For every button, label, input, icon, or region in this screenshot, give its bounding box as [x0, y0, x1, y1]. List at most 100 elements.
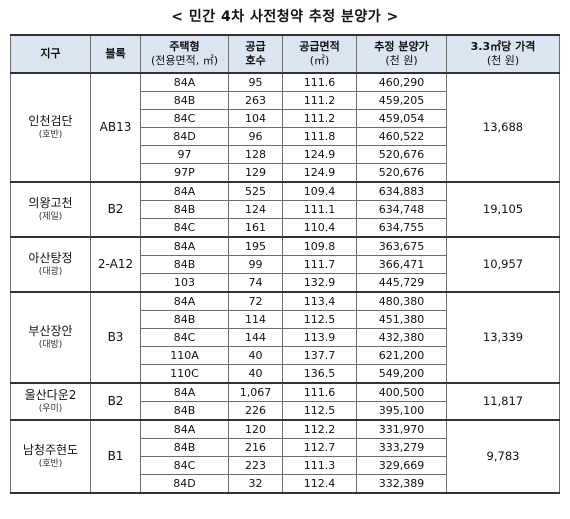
block-cell: AB13 [90, 72, 141, 183]
block-cell: B3 [90, 291, 141, 384]
price-per-33-cell: 11,817 [446, 382, 560, 421]
table-row: 울산다운2 (우미) B2 84A 1,067 111.6 400,500 11,817 [10, 382, 560, 421]
units-cell: 40 [228, 364, 283, 384]
price-cell: 460,290 [356, 72, 447, 92]
area-cell: 109.8 [282, 236, 357, 256]
area-cell: 112.7 [282, 438, 357, 457]
type-cell: 84B [140, 401, 229, 421]
type-cell: 84C [140, 328, 229, 347]
type-cell: 84A [140, 236, 229, 256]
price-cell: 634,748 [356, 200, 447, 219]
district-name: 남청주현도 [22, 443, 79, 457]
table-row: 84B 99 111.7 366,471 [11, 255, 560, 274]
area-cell: 111.2 [282, 109, 357, 128]
units-cell: 32 [228, 474, 283, 494]
units-cell: 226 [228, 401, 283, 421]
price-table: 지구 블록 주택형 (전용면적, ㎡) 공급 호수 공급면적 (㎡) 추정 분양… [10, 34, 560, 494]
table-row: 84D 96 111.8 460,522 [11, 127, 560, 146]
table-row: 84B 114 112.5 451,380 [11, 310, 560, 329]
price-cell: 331,970 [356, 419, 447, 439]
table-row: 110C 40 136.5 549,200 [11, 364, 560, 384]
table-row: 부산장안 (대방) B3 84A 72 113.4 480,380 13,339 [10, 291, 560, 384]
price-cell: 634,755 [356, 218, 447, 238]
type-cell: 84C [140, 109, 229, 128]
table-row: 97P 129 124.9 520,676 [11, 163, 560, 183]
area-cell: 132.9 [282, 273, 357, 293]
district-name: 부산장안 [28, 324, 73, 338]
price-cell: 400,500 [356, 382, 447, 402]
table-row: 84C 223 111.3 329,669 [11, 456, 560, 475]
area-cell: 112.5 [282, 401, 357, 421]
district-name: 아산탕정 [28, 251, 73, 265]
table-row: 84B 124 111.1 634,748 [11, 200, 560, 219]
district-cell: 아산탕정 (대광) [10, 236, 91, 293]
header-price-per-33: 3.3㎡당 가격 (천 원) [446, 34, 560, 74]
type-cell: 84B [140, 91, 229, 110]
price-cell: 445,729 [356, 273, 447, 293]
table-row: 110A 40 137.7 621,200 [11, 346, 560, 365]
price-cell: 329,669 [356, 456, 447, 475]
block-cell: 2-A12 [90, 236, 141, 293]
builder-name: (대방) [38, 340, 63, 350]
type-cell: 84A [140, 72, 229, 92]
price-per-33-cell: 9,783 [446, 419, 560, 494]
units-cell: 120 [228, 419, 283, 439]
table-row: 84B 216 112.7 333,279 [11, 438, 560, 457]
area-cell: 113.9 [282, 328, 357, 347]
type-cell: 84C [140, 218, 229, 238]
price-cell: 432,380 [356, 328, 447, 347]
builder-name: (호반) [38, 459, 63, 469]
area-cell: 111.7 [282, 255, 357, 274]
units-cell: 161 [228, 218, 283, 238]
table-row: 인천검단 (호반) AB13 84A 95 111.6 460,290 13,688 [10, 72, 560, 183]
area-cell: 112.2 [282, 419, 357, 439]
type-cell: 110C [140, 364, 229, 384]
units-cell: 72 [228, 291, 283, 311]
block-cell: B2 [90, 181, 141, 238]
district-cell: 인천검단 (호반) [10, 72, 91, 183]
builder-name: (우미) [38, 404, 63, 414]
price-per-33-cell: 13,688 [446, 72, 560, 183]
price-cell: 634,883 [356, 181, 447, 201]
header-type: 주택형 (전용면적, ㎡) [140, 34, 229, 74]
table-row: 84D 32 112.4 332,389 [11, 474, 560, 494]
price-per-33-cell: 19,105 [446, 181, 560, 238]
price-cell: 395,100 [356, 401, 447, 421]
units-cell: 144 [228, 328, 283, 347]
type-cell: 110A [140, 346, 229, 365]
type-cell: 84A [140, 419, 229, 439]
units-cell: 96 [228, 127, 283, 146]
table-row: 84C 161 110.4 634,755 [11, 218, 560, 238]
area-cell: 111.8 [282, 127, 357, 146]
page-title: < 민간 4차 사전청약 추정 분양가 > [171, 9, 399, 25]
type-cell: 84A [140, 382, 229, 402]
type-cell: 97 [140, 145, 229, 164]
price-cell: 332,389 [356, 474, 447, 494]
table-row: 103 74 132.9 445,729 [11, 273, 560, 293]
area-cell: 111.6 [282, 382, 357, 402]
type-cell: 84B [140, 310, 229, 329]
district-name: 울산다운2 [24, 388, 77, 402]
builder-name: (호반) [38, 130, 63, 140]
type-cell: 84C [140, 456, 229, 475]
price-cell: 366,471 [356, 255, 447, 274]
table-row: 남청주현도 (호반) B1 84A 120 112.2 331,970 9,783 [10, 419, 560, 494]
units-cell: 114 [228, 310, 283, 329]
price-cell: 460,522 [356, 127, 447, 146]
price-per-33-cell: 13,339 [446, 291, 560, 384]
table-row: 의왕고천 (제일) B2 84A 525 109.4 634,883 19,105 [10, 181, 560, 238]
type-cell: 84A [140, 181, 229, 201]
type-cell: 103 [140, 273, 229, 293]
price-cell: 549,200 [356, 364, 447, 384]
type-cell: 84B [140, 438, 229, 457]
district-cell: 울산다운2 (우미) [10, 382, 91, 421]
type-cell: 84D [140, 127, 229, 146]
price-per-33-cell: 10,957 [446, 236, 560, 293]
builder-name: (제일) [38, 212, 63, 222]
units-cell: 99 [228, 255, 283, 274]
type-cell: 84A [140, 291, 229, 311]
price-cell: 621,200 [356, 346, 447, 365]
units-cell: 195 [228, 236, 283, 256]
price-cell: 520,676 [356, 145, 447, 164]
type-cell: 84D [140, 474, 229, 494]
